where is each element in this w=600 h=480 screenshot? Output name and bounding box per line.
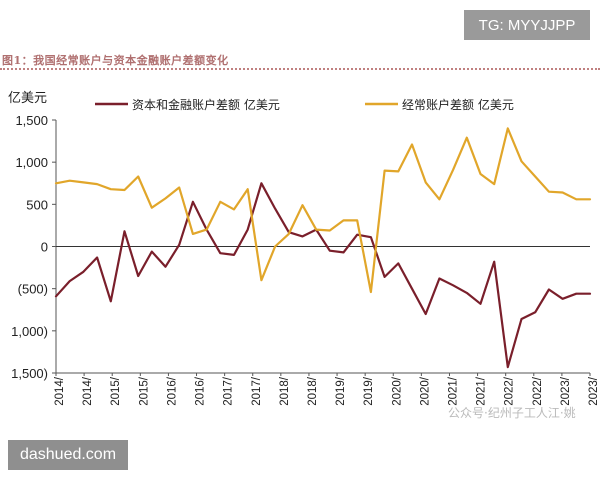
line-chart: 亿美元 资本和金融账户差额 亿美元 经常账户差额 亿美元 1,500 1,000 500 0… xyxy=(8,91,600,406)
x-tick-label: 2019/ xyxy=(363,376,375,406)
legend-label-2: 经常账户差额 亿美元 xyxy=(402,97,514,112)
x-tick-label: 2023/ xyxy=(560,376,572,406)
x-tick-label: 2018/ xyxy=(307,376,319,406)
y-tick-label: 1,500) xyxy=(11,366,48,381)
x-tick-label: 2017/ xyxy=(251,376,263,406)
figure-title: 图1：我国经常账户与资本金融账户差额变化 xyxy=(2,54,229,67)
x-tick-label: 2020/ xyxy=(391,376,403,406)
y-tick-label: 500 xyxy=(26,197,48,212)
x-tick-label: 2023/ xyxy=(588,376,600,406)
x-tick-label: 2014/ xyxy=(82,376,94,406)
tg-watermark-badge: TG: MYYJJPP xyxy=(464,10,590,40)
series-line-2 xyxy=(54,127,592,294)
x-tick-label: 2022/ xyxy=(532,376,544,406)
x-tick-label: 2016/ xyxy=(166,376,178,406)
x-tick-label: 2015/ xyxy=(138,376,150,406)
in-chart-watermark: 公众号·纪州子工人江·姚 xyxy=(448,406,576,420)
x-tick-label: 2019/ xyxy=(335,376,347,406)
site-watermark-badge: dashued.com xyxy=(8,440,128,470)
y-tick-label: 0 xyxy=(41,240,48,255)
x-tick-label: 2014/ xyxy=(54,376,66,406)
chart-container: 亿美元 资本和金融账户差额 亿美元 经常账户差额 亿美元 1,500 1,000 500 0… xyxy=(0,70,600,432)
title-divider xyxy=(0,68,600,70)
y-tick-label: 1,000 xyxy=(15,155,48,170)
x-tick-label: 2017/ xyxy=(223,376,235,406)
y-tick-label: 1,500 xyxy=(15,113,48,128)
y-axis-unit-label: 亿美元 xyxy=(8,91,47,106)
x-tick-label: 2015/ xyxy=(110,376,122,406)
x-tick-label: 2022/ xyxy=(504,376,516,406)
y-tick-label: 1,000) xyxy=(11,324,48,339)
series-line-1 xyxy=(54,182,592,369)
x-tick-label: 2016/ xyxy=(195,376,207,406)
x-tick-label: 2021/ xyxy=(448,376,460,406)
y-tick-label: (500) xyxy=(18,282,48,297)
x-tick-label: 2021/ xyxy=(476,376,488,406)
legend-label-1: 资本和金融账户差额 亿美元 xyxy=(132,97,280,112)
x-tick-label: 2020/ xyxy=(419,376,431,406)
x-tick-label: 2018/ xyxy=(279,376,291,406)
